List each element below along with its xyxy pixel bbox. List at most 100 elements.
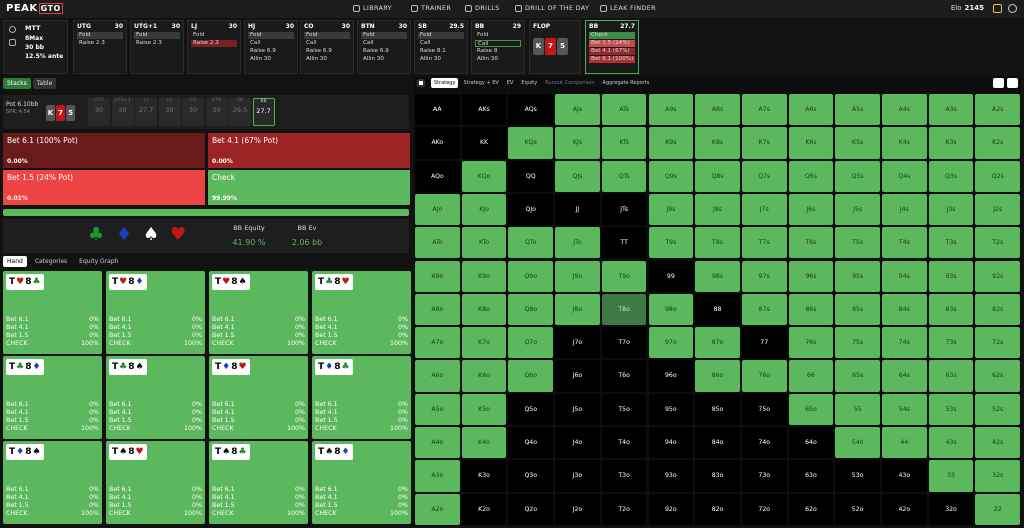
range-cell-k2o[interactable]: K2o <box>461 493 507 525</box>
range-cell-98s[interactable]: 98s <box>695 260 740 292</box>
range-cell-k9o[interactable]: K9o <box>461 260 507 292</box>
range-cell-a4o[interactable]: A4o <box>415 427 460 459</box>
range-cell-a9s[interactable]: A9s <box>648 94 694 126</box>
position-co[interactable]: CO 30 Fold Call Raise 6.9 Allin 30 <box>300 20 354 74</box>
nav-leak-finder[interactable]: LEAK FINDER <box>600 4 656 12</box>
position-sb[interactable]: SB 29.5 Fold Call Raise 8.1 Allin 30 <box>414 20 468 74</box>
range-cell-t8s[interactable]: T8s <box>695 227 740 259</box>
share-icon[interactable] <box>993 78 1004 88</box>
range-cell-63s[interactable]: 63s <box>928 360 974 392</box>
heart-suit-icon[interactable]: ♥ <box>170 224 187 245</box>
range-cell-q5o[interactable]: Q5o <box>508 393 554 425</box>
hand-combo-card[interactable]: T ♥ 8 ♣ Bet 6.1 0% Bet 4.1 0% Bet 1.5 0% CHECK 100% <box>3 271 102 354</box>
range-cell-ajo[interactable]: AJo <box>415 193 460 226</box>
position-action[interactable]: Raise 8.1 <box>420 48 446 54</box>
range-cell-92s[interactable]: 92s <box>975 260 1021 292</box>
range-cell-a6s[interactable]: A6s <box>788 94 834 126</box>
range-cell-t6s[interactable]: T6s <box>788 227 834 259</box>
tab-equity[interactable]: Equity <box>521 80 538 86</box>
hand-combo-card[interactable]: T ♦ 8 ♠ Bet 6.1 0% Bet 4.1 0% Bet 1.5 0% CHECK 100% <box>3 441 102 524</box>
range-cell-t7o[interactable]: T7o <box>601 327 647 359</box>
stack-btn[interactable]: BTN 30 <box>205 98 228 126</box>
range-cell-k9s[interactable]: K9s <box>648 127 694 159</box>
range-cell-q4s[interactable]: Q4s <box>882 160 927 192</box>
range-cell-k6o[interactable]: K6o <box>461 360 507 392</box>
position-action[interactable]: Raise 6.9 <box>250 48 276 54</box>
range-cell-j4o[interactable]: J4o <box>555 427 600 459</box>
range-cell-ajs[interactable]: AJs <box>555 94 600 126</box>
range-cell-53s[interactable]: 53s <box>928 393 974 425</box>
range-cell-75s[interactable]: 75s <box>835 327 880 359</box>
range-cell-k2s[interactable]: K2s <box>975 127 1021 159</box>
range-cell-82o[interactable]: 82o <box>695 493 740 525</box>
hand-combo-card[interactable]: T ♣ 8 ♦ Bet 6.1 0% Bet 4.1 0% Bet 1.5 0% CHECK 100% <box>3 356 102 439</box>
range-cell-k4o[interactable]: K4o <box>461 427 507 459</box>
range-cell-t3o[interactable]: T3o <box>601 460 647 492</box>
range-cell-72o[interactable]: 72o <box>741 493 787 525</box>
range-cell-t5o[interactable]: T5o <box>601 393 647 425</box>
range-cell-62s[interactable]: 62s <box>975 360 1021 392</box>
range-cell-ato[interactable]: ATo <box>415 227 460 259</box>
position-utg-plus-1[interactable]: UTG+1 30 Fold Raise 2.3 <box>130 20 184 74</box>
position-hj[interactable]: HJ 30 Fold Call Raise 6.9 Allin 30 <box>244 20 298 74</box>
range-cell-63o[interactable]: 63o <box>788 460 834 492</box>
range-cell-a2o[interactable]: A2o <box>415 493 460 525</box>
range-cell-qq[interactable]: QQ <box>508 160 554 192</box>
tab-categories[interactable]: Categories <box>34 258 68 265</box>
range-cell-42o[interactable]: 42o <box>882 493 927 525</box>
user-icon[interactable] <box>1008 4 1017 13</box>
position-action[interactable]: Raise 2.3 <box>191 40 237 47</box>
range-cell-83o[interactable]: 83o <box>695 460 740 492</box>
tab-runout-comparison[interactable]: Runout Comparison <box>545 80 595 86</box>
hand-combo-card[interactable]: T ♠ 8 ♣ Bet 6.1 0% Bet 4.1 0% Bet 1.5 0% CHECK 100% <box>209 441 308 524</box>
range-cell-95s[interactable]: 95s <box>835 260 880 292</box>
range-cell-93o[interactable]: 93o <box>648 460 694 492</box>
range-cell-t4o[interactable]: T4o <box>601 427 647 459</box>
range-cell-66[interactable]: 66 <box>788 360 834 392</box>
tab-ev[interactable]: EV <box>506 80 514 86</box>
range-cell-q7s[interactable]: Q7s <box>741 160 787 192</box>
strategy-option[interactable]: Check 99.99% <box>208 170 410 205</box>
range-cell-94o[interactable]: 94o <box>648 427 694 459</box>
range-cell-96o[interactable]: 96o <box>648 360 694 392</box>
hand-combo-card[interactable]: T ♠ 8 ♥ Bet 6.1 0% Bet 4.1 0% Bet 1.5 0% CHECK 100% <box>106 441 205 524</box>
range-cell-85o[interactable]: 85o <box>695 393 740 425</box>
nav-trainer[interactable]: TRAINER <box>411 4 451 12</box>
range-cell-a5o[interactable]: A5o <box>415 393 460 425</box>
position-action[interactable]: Call <box>250 40 261 46</box>
range-cell-k6s[interactable]: K6s <box>788 127 834 159</box>
stack-sb[interactable]: SB 29.5 <box>229 98 251 126</box>
range-cell-aa[interactable]: AA <box>415 94 460 126</box>
tab-strategy-ev[interactable]: Strategy + EV <box>463 80 499 86</box>
settings-icon[interactable] <box>1007 78 1018 88</box>
range-cell-qts[interactable]: QTs <box>601 160 647 192</box>
range-cell-64o[interactable]: 64o <box>788 427 834 459</box>
range-cell-j8s[interactable]: J8s <box>695 193 740 226</box>
range-cell-kts[interactable]: KTs <box>601 127 647 159</box>
position-action[interactable]: Fold <box>418 32 464 39</box>
position-action[interactable]: Allin 30 <box>306 56 327 62</box>
range-cell-42s[interactable]: 42s <box>975 427 1021 459</box>
position-btn[interactable]: BTN 30 Fold Call Raise 6.9 Allin 30 <box>357 20 411 74</box>
position-action[interactable]: Fold <box>248 32 294 39</box>
range-cell-54o[interactable]: 54o <box>835 427 880 459</box>
tab-strategy[interactable]: Strategy <box>431 78 459 88</box>
strategy-option[interactable]: Bet 6.1 (100% Pot) 0.00% <box>3 133 205 168</box>
range-cell-65s[interactable]: 65s <box>835 360 880 392</box>
range-cell-t8o[interactable]: T8o <box>601 293 647 326</box>
range-cell-jj[interactable]: JJ <box>555 193 600 226</box>
range-cell-jto[interactable]: JTo <box>555 227 600 259</box>
range-cell-55[interactable]: 55 <box>835 393 880 425</box>
hand-combo-card[interactable]: T ♥ 8 ♠ Bet 6.1 0% Bet 4.1 0% Bet 1.5 0% CHECK 100% <box>209 271 308 354</box>
range-cell-k7s[interactable]: K7s <box>741 127 787 159</box>
strategy-option[interactable]: Bet 1.5 (24% Pot) 0.01% <box>3 170 205 205</box>
range-cell-tt[interactable]: TT <box>601 227 647 259</box>
nav-drill-of-the-day[interactable]: DRILL OF THE DAY <box>515 4 589 12</box>
range-cell-a5s[interactable]: A5s <box>835 94 880 126</box>
position-action[interactable]: Raise 6.9 <box>363 48 389 54</box>
range-cell-j3s[interactable]: J3s <box>928 193 974 226</box>
range-cell-87s[interactable]: 87s <box>741 293 787 326</box>
range-cell-kqs[interactable]: KQs <box>508 127 554 159</box>
position-action[interactable]: Fold <box>304 32 350 39</box>
range-cell-kjo[interactable]: KJo <box>461 193 507 226</box>
